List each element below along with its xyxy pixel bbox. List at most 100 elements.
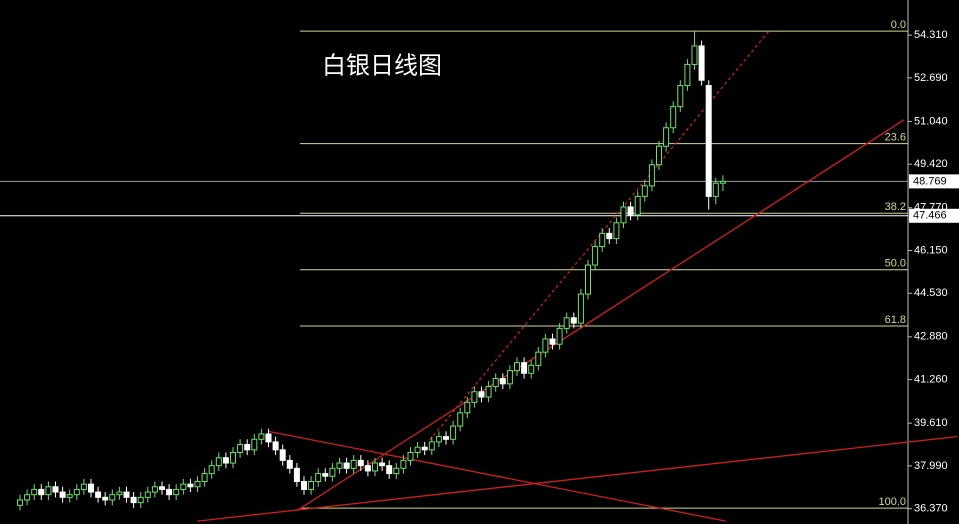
candle-body xyxy=(464,401,471,414)
candle-body xyxy=(443,436,449,440)
candle-body xyxy=(627,206,634,216)
candle-body xyxy=(698,45,705,81)
candle-body xyxy=(549,338,556,345)
candle-body xyxy=(492,378,499,387)
candle-body xyxy=(421,446,428,451)
candle-body xyxy=(677,85,684,108)
candle-body xyxy=(230,451,236,464)
fib-label: 61.8 xyxy=(885,314,906,326)
candle-body xyxy=(471,391,478,403)
fib-label: 38.2 xyxy=(885,201,906,213)
candle-body xyxy=(712,182,719,197)
candle-body xyxy=(613,222,620,240)
candle-body xyxy=(123,491,130,498)
fib-label: 0.0 xyxy=(891,19,906,31)
y-tick-label: 49.420 xyxy=(914,158,948,170)
candle-body xyxy=(414,446,421,453)
candle-body xyxy=(506,370,513,385)
trendline xyxy=(197,435,958,522)
candle-body xyxy=(592,246,599,266)
candle-body xyxy=(180,483,187,490)
candle-body xyxy=(599,232,606,248)
candle-body xyxy=(528,364,535,374)
fib-label: 23.6 xyxy=(885,132,906,144)
candle-body xyxy=(656,145,662,166)
candle-body xyxy=(343,462,350,469)
candle-body xyxy=(102,496,109,501)
y-tick-label: 41.260 xyxy=(914,374,948,386)
candle-body xyxy=(620,206,627,224)
candle-body xyxy=(17,499,23,506)
candle-body xyxy=(173,488,180,496)
candle-body xyxy=(514,362,520,372)
candle-body xyxy=(478,391,485,398)
candle-body xyxy=(499,378,506,385)
candle-body xyxy=(407,451,414,461)
candle-body xyxy=(293,467,300,482)
candle-body xyxy=(308,480,315,490)
chart-title: 白银日线图 xyxy=(322,52,442,79)
candle-body xyxy=(457,412,464,427)
candle-body xyxy=(435,436,442,443)
candle-body xyxy=(301,480,307,490)
candle-body xyxy=(201,473,208,482)
candle-body xyxy=(357,459,364,467)
candle-body xyxy=(59,491,66,498)
fib-label: 50.0 xyxy=(885,258,906,270)
candle-body xyxy=(719,180,726,184)
candle-body xyxy=(428,441,435,451)
price-box xyxy=(909,208,959,223)
price-box xyxy=(909,174,959,189)
candle-body xyxy=(556,327,563,345)
candle-body xyxy=(66,494,73,498)
candle-body xyxy=(279,449,286,461)
candle-body xyxy=(336,462,343,469)
candle-body xyxy=(166,488,173,496)
candle-body xyxy=(187,483,194,488)
candle-body xyxy=(38,488,45,496)
candle-body xyxy=(151,486,158,493)
candle-body xyxy=(109,494,116,501)
candle-body xyxy=(585,264,591,295)
candle-body xyxy=(386,465,393,475)
candle-body xyxy=(286,459,293,469)
candle-body xyxy=(194,480,201,488)
candle-body xyxy=(542,338,549,353)
candle-body xyxy=(116,491,123,496)
candle-body xyxy=(364,465,371,472)
candle-body xyxy=(691,45,698,65)
price-label: 47.466 xyxy=(913,210,947,222)
y-tick-label: 36.370 xyxy=(914,503,948,515)
candle-body xyxy=(24,494,31,501)
candle-body xyxy=(80,483,87,490)
candle-body xyxy=(265,433,272,443)
candle-body xyxy=(521,362,528,374)
candle-body xyxy=(208,465,215,475)
candle-body xyxy=(450,425,457,440)
candle-body xyxy=(329,467,336,477)
candle-body xyxy=(577,293,584,324)
y-tick-label: 37.990 xyxy=(914,460,948,472)
candle-body xyxy=(648,164,655,187)
candle-body xyxy=(705,85,712,197)
candle-body xyxy=(570,317,577,324)
trendline xyxy=(296,119,905,512)
y-tick-label: 44.530 xyxy=(914,287,948,299)
candle-body xyxy=(258,433,265,440)
candle-body xyxy=(400,459,407,469)
y-tick-label: 42.880 xyxy=(914,331,948,343)
candle-body xyxy=(670,106,677,129)
candle-body xyxy=(535,351,542,366)
candle-body xyxy=(130,496,137,504)
candle-body xyxy=(222,457,229,464)
candle-body xyxy=(641,185,648,197)
candle-body xyxy=(485,385,492,398)
candle-body xyxy=(144,491,151,498)
candle-body xyxy=(73,488,80,496)
candle-body xyxy=(322,473,329,477)
y-tick-label: 52.690 xyxy=(914,72,948,84)
y-tick-label: 39.610 xyxy=(914,417,948,429)
price-label: 48.769 xyxy=(913,175,947,187)
